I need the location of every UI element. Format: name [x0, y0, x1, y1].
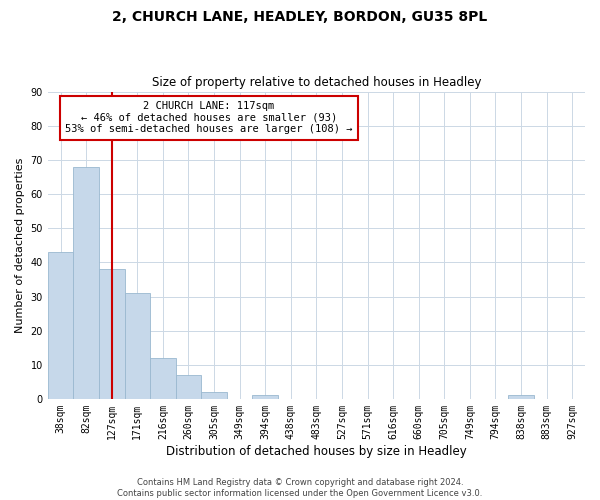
Text: Contains HM Land Registry data © Crown copyright and database right 2024.
Contai: Contains HM Land Registry data © Crown c… [118, 478, 482, 498]
Bar [125, 293, 150, 399]
X-axis label: Distribution of detached houses by size in Headley: Distribution of detached houses by size … [166, 444, 467, 458]
Bar [253, 396, 278, 399]
Text: 2, CHURCH LANE, HEADLEY, BORDON, GU35 8PL: 2, CHURCH LANE, HEADLEY, BORDON, GU35 8P… [112, 10, 488, 24]
Bar [99, 270, 125, 399]
Bar [150, 358, 176, 399]
Text: 2 CHURCH LANE: 117sqm
← 46% of detached houses are smaller (93)
53% of semi-deta: 2 CHURCH LANE: 117sqm ← 46% of detached … [65, 102, 353, 134]
Bar [48, 252, 73, 399]
Y-axis label: Number of detached properties: Number of detached properties [15, 158, 25, 333]
Bar [508, 396, 534, 399]
Title: Size of property relative to detached houses in Headley: Size of property relative to detached ho… [152, 76, 481, 90]
Bar [73, 167, 99, 399]
Bar [201, 392, 227, 399]
Bar [176, 375, 201, 399]
